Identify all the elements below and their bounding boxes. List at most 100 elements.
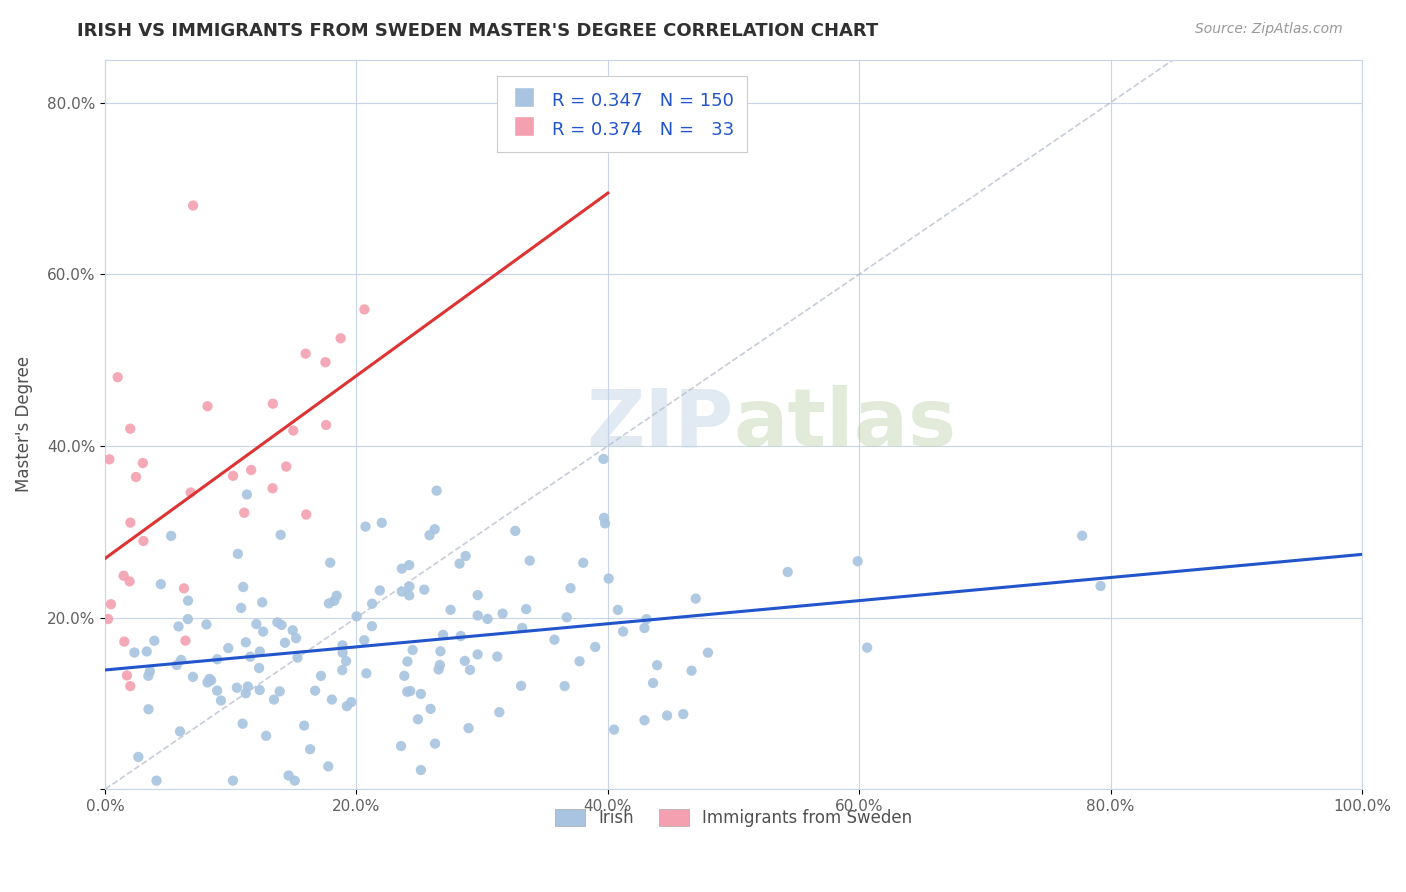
Point bbox=[467, 648, 489, 662]
Point bbox=[409, 687, 432, 701]
Point bbox=[846, 554, 869, 568]
Point bbox=[254, 729, 277, 743]
Point bbox=[568, 654, 591, 668]
Point bbox=[240, 463, 263, 477]
Point bbox=[685, 591, 707, 606]
Point bbox=[598, 572, 620, 586]
Point bbox=[413, 582, 436, 597]
Point bbox=[276, 459, 298, 474]
Point bbox=[477, 612, 499, 626]
Point bbox=[284, 773, 307, 788]
Point bbox=[354, 519, 377, 533]
Point bbox=[181, 670, 204, 684]
Point bbox=[124, 646, 146, 660]
Point bbox=[239, 649, 262, 664]
Point bbox=[394, 669, 416, 683]
Point bbox=[97, 612, 120, 626]
Point bbox=[304, 683, 326, 698]
Point bbox=[371, 516, 394, 530]
Point bbox=[409, 763, 432, 777]
Point bbox=[316, 759, 339, 773]
Point bbox=[281, 624, 304, 638]
Point bbox=[136, 669, 159, 683]
Point bbox=[112, 634, 135, 648]
Point bbox=[177, 612, 200, 626]
Point bbox=[612, 624, 634, 639]
Point bbox=[120, 679, 142, 693]
Point bbox=[401, 643, 423, 657]
Point bbox=[633, 621, 655, 635]
Point bbox=[486, 649, 509, 664]
Text: ZIP: ZIP bbox=[586, 385, 734, 464]
Point bbox=[697, 646, 720, 660]
Point bbox=[458, 663, 481, 677]
Point bbox=[488, 705, 510, 719]
Point bbox=[1090, 579, 1112, 593]
Point bbox=[346, 609, 368, 624]
Point bbox=[503, 524, 526, 538]
Point bbox=[519, 554, 541, 568]
Point bbox=[249, 683, 271, 698]
Point bbox=[467, 588, 489, 602]
Point bbox=[510, 621, 533, 635]
Point bbox=[672, 706, 695, 721]
Point bbox=[319, 556, 342, 570]
Point bbox=[120, 422, 142, 436]
Point bbox=[399, 684, 422, 698]
Point bbox=[118, 574, 141, 589]
Point bbox=[138, 702, 160, 716]
Point bbox=[299, 742, 322, 756]
Point bbox=[205, 652, 228, 666]
Point bbox=[139, 665, 162, 679]
Point bbox=[423, 737, 446, 751]
Point bbox=[173, 582, 195, 596]
Point bbox=[398, 558, 420, 572]
Y-axis label: Master's Degree: Master's Degree bbox=[15, 356, 32, 492]
Point bbox=[606, 603, 628, 617]
Point bbox=[641, 676, 664, 690]
Point bbox=[229, 601, 252, 615]
Point bbox=[262, 481, 284, 495]
Point bbox=[132, 456, 155, 470]
Point bbox=[323, 594, 346, 608]
Point bbox=[198, 672, 221, 686]
Point bbox=[429, 644, 451, 658]
Point bbox=[249, 644, 271, 658]
Point bbox=[135, 644, 157, 658]
Point bbox=[160, 529, 183, 543]
Point bbox=[515, 602, 537, 616]
Point bbox=[149, 577, 172, 591]
Point bbox=[467, 608, 489, 623]
Point bbox=[252, 624, 274, 639]
Point bbox=[368, 583, 391, 598]
Point bbox=[235, 635, 257, 649]
Point bbox=[263, 692, 285, 706]
Point bbox=[391, 561, 413, 575]
Point bbox=[315, 417, 337, 432]
Point bbox=[262, 397, 284, 411]
Point bbox=[197, 399, 219, 413]
Point bbox=[593, 516, 616, 531]
Point bbox=[236, 487, 259, 501]
Point bbox=[245, 617, 267, 632]
Point bbox=[340, 695, 363, 709]
Point bbox=[266, 615, 288, 630]
Point bbox=[226, 547, 249, 561]
Point bbox=[143, 633, 166, 648]
Point bbox=[270, 528, 292, 542]
Point bbox=[120, 516, 142, 530]
Text: IRISH VS IMMIGRANTS FROM SWEDEN MASTER'S DEGREE CORRELATION CHART: IRISH VS IMMIGRANTS FROM SWEDEN MASTER'S… bbox=[77, 22, 879, 40]
Point bbox=[439, 603, 461, 617]
Point bbox=[633, 713, 655, 727]
Point bbox=[361, 619, 384, 633]
Point bbox=[681, 664, 703, 678]
Point bbox=[236, 680, 259, 694]
Point bbox=[429, 658, 451, 673]
Point bbox=[325, 589, 347, 603]
Point bbox=[336, 699, 359, 714]
Point bbox=[127, 750, 149, 764]
Point bbox=[332, 638, 354, 652]
Point bbox=[217, 641, 239, 656]
Point bbox=[270, 618, 292, 632]
Point bbox=[645, 658, 668, 673]
